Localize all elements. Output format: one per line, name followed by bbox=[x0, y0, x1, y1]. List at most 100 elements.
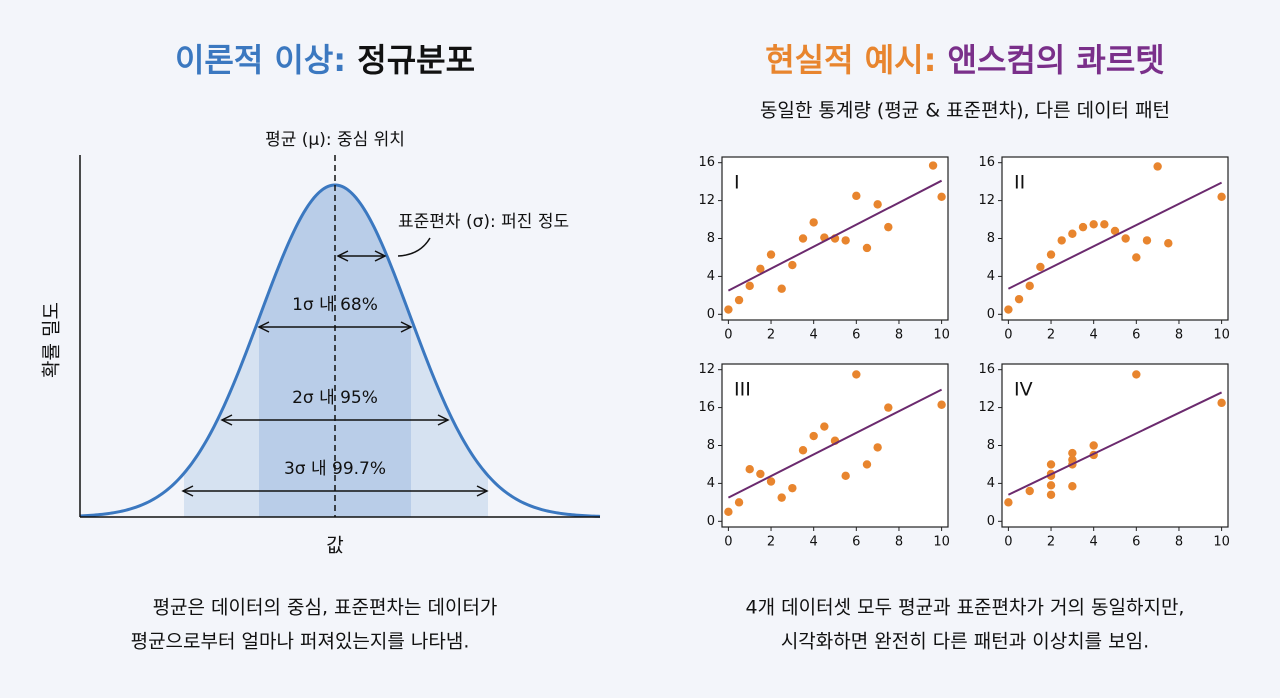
point bbox=[928, 161, 938, 170]
point bbox=[1068, 448, 1077, 458]
right-title: 현실적 예시: 앤스컴의 콰르텟 bbox=[765, 41, 1165, 79]
left-title-b: 정규분포 bbox=[357, 41, 475, 79]
point bbox=[734, 295, 744, 305]
point bbox=[1036, 262, 1045, 272]
y-tick-label: 16 bbox=[978, 362, 995, 377]
left-caption: 평균은 데이터의 중심, 표준편차는 데이터가 bbox=[153, 597, 498, 619]
point bbox=[756, 264, 765, 274]
x-tick-label: 10 bbox=[1213, 328, 1230, 343]
panel-title: IV bbox=[1014, 379, 1033, 401]
point bbox=[1132, 370, 1141, 379]
point bbox=[756, 469, 765, 479]
y-tick-label: 16 bbox=[978, 155, 995, 170]
mean-label: 평균 (μ): 중심 위치 bbox=[265, 130, 405, 150]
x-tick-label: 8 bbox=[895, 535, 903, 550]
y-label: 확률 밀도 bbox=[41, 302, 63, 378]
point bbox=[873, 443, 882, 452]
y-tick-label: 4 bbox=[987, 269, 995, 284]
point bbox=[1164, 239, 1173, 248]
x-tick-label: 0 bbox=[724, 328, 732, 343]
x-tick-label: 8 bbox=[1175, 535, 1183, 550]
left-title-a: 이론적 이상: bbox=[175, 41, 346, 79]
plot-frame bbox=[721, 363, 949, 528]
x-tick-label: 2 bbox=[767, 328, 775, 343]
interval-label: 1σ 내 68% bbox=[292, 295, 378, 315]
point bbox=[1110, 226, 1120, 236]
x-tick-label: 4 bbox=[810, 535, 818, 550]
interval-arrow-head bbox=[220, 414, 450, 426]
y-tick-label: 8 bbox=[987, 231, 995, 246]
point bbox=[809, 431, 818, 441]
point bbox=[734, 498, 744, 507]
y-tick-label: 12 bbox=[698, 193, 715, 208]
x-tick-label: 2 bbox=[1047, 535, 1055, 550]
y-tick-label: 0 bbox=[707, 307, 715, 322]
interval-label: 2σ 내 95% bbox=[292, 388, 378, 408]
point bbox=[1046, 481, 1056, 490]
point bbox=[777, 493, 786, 502]
point bbox=[788, 483, 797, 493]
point bbox=[852, 370, 861, 379]
point bbox=[841, 471, 850, 481]
plot-frame bbox=[1001, 363, 1229, 528]
point bbox=[788, 260, 797, 270]
point bbox=[1078, 222, 1088, 232]
sigma-label: 표준편차 (σ): 퍼진 정도 bbox=[398, 212, 569, 232]
point bbox=[766, 477, 776, 486]
panel-title: I bbox=[734, 172, 740, 194]
x-tick-label: 8 bbox=[1175, 328, 1183, 343]
point bbox=[798, 234, 808, 243]
y-tick-label: 0 bbox=[707, 514, 715, 529]
x-tick-label: 4 bbox=[1090, 535, 1098, 550]
point bbox=[862, 460, 872, 469]
point bbox=[766, 250, 776, 259]
point bbox=[937, 192, 946, 202]
point bbox=[724, 507, 733, 517]
y-tick-label: 4 bbox=[707, 269, 715, 284]
point bbox=[1153, 162, 1162, 171]
x-label: 값 bbox=[326, 535, 343, 557]
y-tick-label: 8 bbox=[987, 438, 995, 453]
x-tick-label: 6 bbox=[1132, 328, 1140, 343]
point bbox=[884, 403, 893, 412]
point bbox=[1217, 192, 1226, 202]
x-tick-label: 6 bbox=[1132, 535, 1140, 550]
point bbox=[777, 284, 786, 293]
y-tick-label: 12 bbox=[978, 400, 995, 415]
normal-curve bbox=[79, 183, 601, 518]
x-tick-label: 2 bbox=[767, 535, 775, 550]
point bbox=[862, 243, 872, 253]
panel-title: II bbox=[1014, 172, 1025, 194]
left-caption: 평균으로부터 얼마나 퍼져있는지를 나타냄. bbox=[131, 631, 470, 653]
point bbox=[798, 446, 808, 455]
x-tick-label: 10 bbox=[1213, 535, 1230, 550]
y-tick-label: 8 bbox=[707, 231, 715, 246]
point bbox=[1046, 460, 1056, 469]
y-tick-label: 16 bbox=[698, 155, 715, 170]
point bbox=[1046, 490, 1056, 499]
x-tick-label: 4 bbox=[1090, 328, 1098, 343]
x-tick-label: 6 bbox=[852, 535, 860, 550]
fit-line bbox=[1007, 181, 1223, 290]
right-caption: 시각화하면 완전히 다른 패턴과 이상치를 보임. bbox=[781, 631, 1149, 653]
right-caption: 4개 데이터셋 모두 평균과 표준편차가 거의 동일하지만, bbox=[746, 597, 1185, 619]
x-tick-label: 2 bbox=[1047, 328, 1055, 343]
point bbox=[841, 236, 850, 245]
y-tick-label: 0 bbox=[987, 307, 995, 322]
plot-frame bbox=[1001, 156, 1229, 321]
point bbox=[1068, 482, 1077, 491]
right-subtitle: 동일한 통계량 (평균 & 표준편차), 다른 데이터 패턴 bbox=[760, 100, 1170, 122]
point bbox=[809, 218, 818, 227]
panel-title: III bbox=[734, 379, 751, 401]
x-tick-label: 4 bbox=[810, 328, 818, 343]
y-tick-label: 0 bbox=[987, 514, 995, 529]
interval-arrow-head bbox=[257, 321, 413, 333]
interval-arrow-head bbox=[181, 485, 489, 497]
point bbox=[1014, 294, 1024, 304]
y-tick-label: 4 bbox=[707, 476, 715, 491]
x-tick-label: 0 bbox=[1004, 535, 1012, 550]
point bbox=[1142, 236, 1152, 245]
point bbox=[1068, 229, 1077, 238]
x-tick-label: 0 bbox=[1004, 328, 1012, 343]
